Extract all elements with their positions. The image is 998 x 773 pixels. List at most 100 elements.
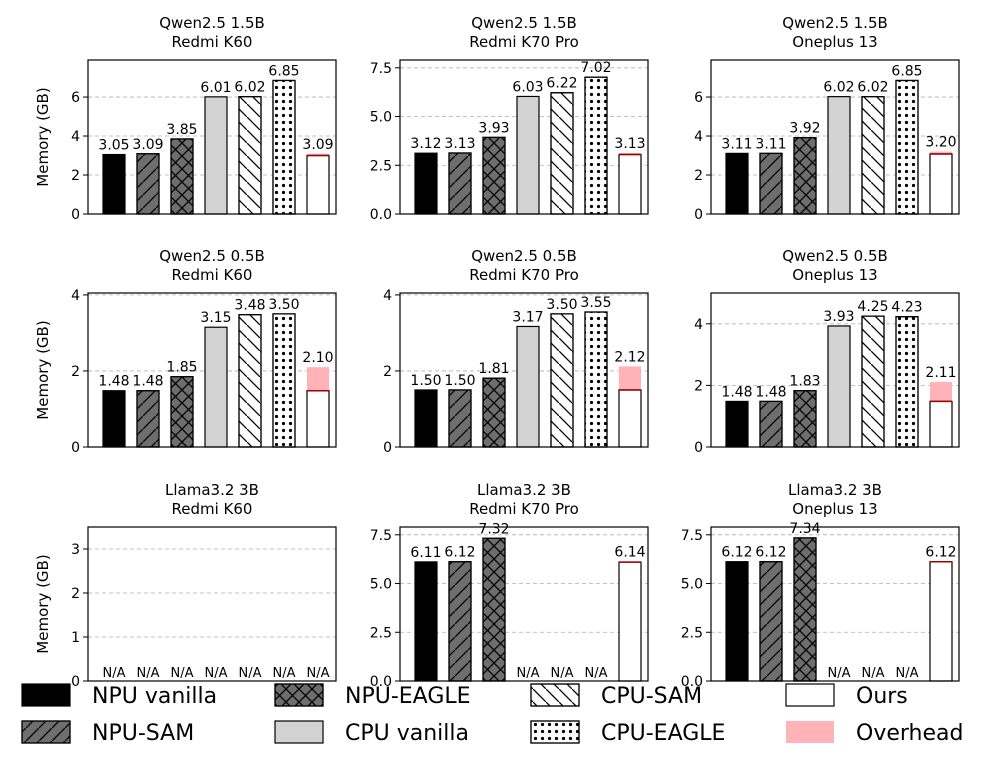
data-label: 3.05	[98, 138, 129, 154]
data-label: 1.83	[789, 374, 820, 390]
y-tick-label: 5.0	[681, 577, 703, 593]
bar-hatch	[170, 138, 194, 215]
data-label: 7.02	[580, 60, 611, 76]
na-label: N/A	[171, 666, 194, 681]
bar-hatch	[482, 537, 506, 682]
y-tick-label: 4	[694, 129, 703, 145]
data-label: 1.85	[166, 360, 197, 376]
bar-1	[725, 152, 749, 215]
data-label: 6.02	[823, 80, 854, 96]
panel-title-model: Qwen2.5 0.5B	[782, 247, 888, 265]
panel-title-device: Redmi K60	[172, 266, 253, 284]
axes-frame	[87, 59, 337, 215]
data-label: 6.12	[721, 545, 752, 561]
axes-frame	[710, 59, 960, 215]
bar-hatch	[759, 152, 783, 215]
y-tick-label: 2.5	[370, 158, 392, 174]
panel-title-device: Oneplus 13	[792, 500, 877, 518]
data-label: 3.09	[132, 137, 163, 153]
legend-item-cpu_sam: CPU-SAM	[530, 683, 702, 709]
bar-hatch	[448, 561, 472, 682]
data-label: 3.15	[200, 310, 231, 326]
data-label: 3.17	[512, 309, 543, 325]
bar-1	[725, 561, 749, 682]
y-tick-label: 4	[383, 288, 392, 304]
data-label: 6.14	[614, 544, 645, 560]
y-tick-label: 2	[71, 364, 80, 380]
bar-hatch	[861, 315, 885, 448]
bar-1	[102, 153, 126, 215]
data-label: 1.48	[721, 384, 752, 400]
data-label: 3.13	[614, 136, 645, 152]
legend-item-overhead: Overhead	[786, 721, 963, 746]
legend-item-cpu_vanilla: CPU vanilla	[274, 720, 469, 746]
panel-title-model: Llama3.2 3B	[788, 481, 882, 499]
bar-ours	[618, 561, 642, 682]
chart-panel-2: 0.02.55.07.53.12 3.133.936.03 6.227.023.13…	[370, 14, 649, 223]
data-label: 3.09	[302, 137, 333, 153]
bar-hatch	[895, 316, 919, 448]
bar-4	[516, 325, 540, 448]
na-label: N/A	[517, 666, 540, 681]
data-label: 2.10	[302, 350, 333, 366]
legend-label: NPU vanilla	[92, 684, 217, 709]
chart-panel-8: 0.0 2.5 5.0 7.5 6.11 6.127.32 N/A N/A N/A 6.14 Lla…	[370, 481, 649, 690]
y-tick-label: 4	[71, 129, 80, 145]
axes-frame	[710, 292, 960, 448]
data-label: 1.50	[410, 373, 441, 389]
bar-overhead	[619, 152, 641, 155]
data-label: 3.50	[546, 297, 577, 313]
legend-swatch	[786, 721, 834, 743]
panel-title-device: Oneplus 13	[792, 33, 877, 51]
y-tick-label: 2.5	[370, 625, 392, 641]
panel-title-device: Oneplus 13	[792, 266, 877, 284]
bar-overhead	[307, 153, 329, 156]
legend-item-ours: Ours	[785, 683, 908, 709]
axes-frame	[87, 292, 337, 448]
na-label: N/A	[585, 666, 608, 681]
bar-hatch	[895, 79, 919, 215]
y-tick-label: 5.0	[370, 577, 392, 593]
legend-label: Ours	[856, 684, 908, 709]
bar-hatch	[550, 313, 574, 448]
y-tick-label: 2	[71, 168, 80, 184]
bar-hatch	[238, 314, 262, 448]
data-label: 6.12	[755, 545, 786, 561]
data-label: 3.50	[268, 297, 299, 313]
data-label: 6.01	[200, 80, 231, 96]
bar-hatch	[759, 561, 783, 682]
bar-hatch	[238, 96, 262, 215]
y-tick-label: 0	[71, 207, 80, 223]
chart-legend: NPU vanilla NPU-SAM NPU-EAGLE CPU vanilla CP…	[21, 683, 963, 746]
data-label: 7.34	[789, 521, 820, 537]
data-label: 4.23	[891, 300, 922, 316]
na-label: N/A	[896, 666, 919, 681]
y-tick-label: 6	[694, 90, 703, 106]
data-label: 3.93	[478, 120, 509, 136]
na-label: N/A	[103, 666, 126, 681]
legend-swatch-hatch	[530, 683, 580, 707]
legend-swatch	[274, 720, 324, 744]
bar-overhead	[930, 382, 952, 402]
y-axis-label: Memory (GB)	[34, 320, 52, 419]
bar-hatch	[136, 390, 160, 448]
bar-4	[204, 96, 228, 215]
data-label: 1.81	[478, 361, 509, 377]
panel-title-device: Redmi K60	[172, 33, 253, 51]
data-label: 6.12	[925, 545, 956, 561]
bar-hatch	[793, 537, 817, 682]
legend-label: CPU-EAGLE	[601, 721, 725, 746]
y-tick-label: 2	[694, 378, 703, 394]
panel-title-model: Qwen2.5 0.5B	[471, 247, 577, 265]
bar-1	[725, 400, 749, 448]
bar-1	[414, 152, 438, 215]
panel-title-device: Redmi K70 Pro	[469, 266, 579, 284]
y-tick-label: 3	[71, 542, 80, 558]
data-label: 6.11	[410, 545, 441, 561]
y-axis-label: Memory (GB)	[34, 554, 52, 653]
